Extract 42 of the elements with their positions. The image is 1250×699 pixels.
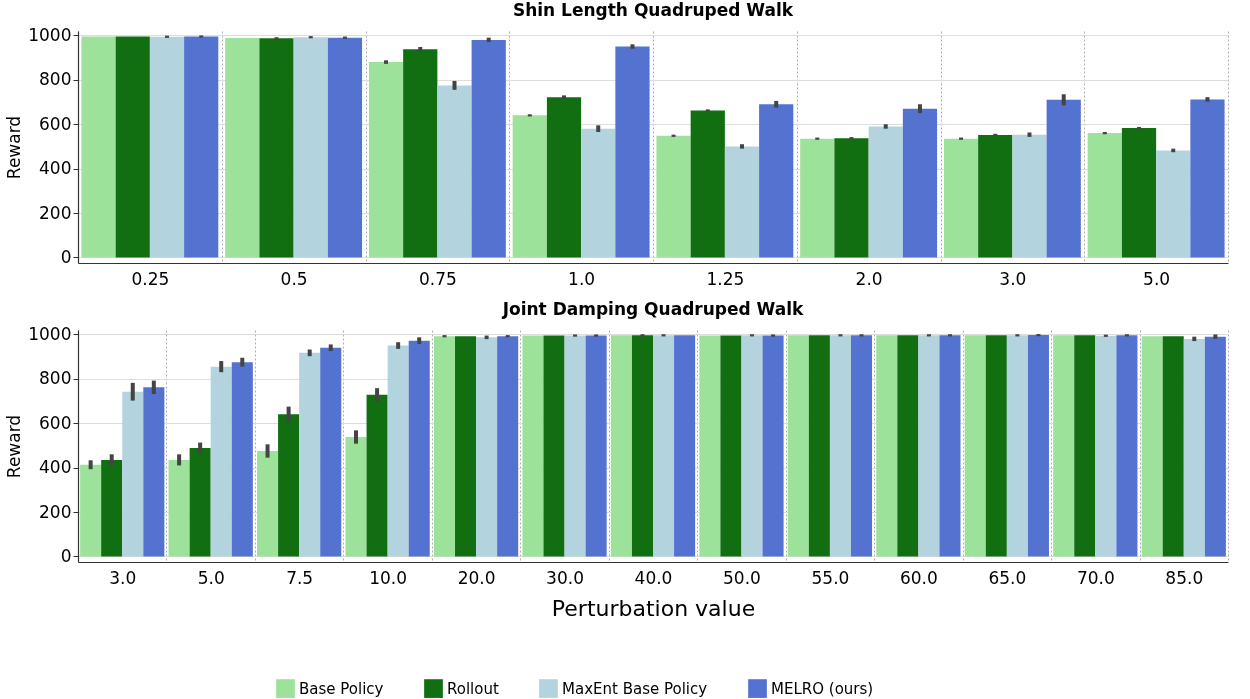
legend-label: MELRO (ours): [771, 679, 874, 698]
x-tick-label: 55.0: [811, 567, 850, 588]
x-tick-label: 40.0: [634, 567, 673, 588]
x-tick-label: 30.0: [546, 567, 584, 588]
x-tick-label: 0.5: [280, 268, 308, 289]
x-tick-label: 50.0: [723, 567, 761, 588]
x-tick-label: 5.0: [197, 567, 225, 588]
x-tick-label: 2.0: [855, 268, 883, 289]
x-tick-label: 3.0: [999, 268, 1027, 289]
y-axis-title: Reward: [4, 414, 25, 479]
y-tick-label: 0: [60, 246, 72, 267]
y-tick-label: 400: [39, 457, 72, 478]
legend-label: Rollout: [447, 679, 499, 698]
y-axis-title: Reward: [4, 115, 25, 180]
x-tick-label: 70.0: [1076, 567, 1115, 588]
y-tick-label: 800: [39, 368, 72, 389]
y-tick-label: 200: [39, 202, 72, 223]
x-axis-title: Perturbation value: [551, 595, 756, 621]
x-tick-label: 60.0: [899, 567, 938, 588]
legend-label: MaxEnt Base Policy: [562, 679, 708, 698]
y-tick-label: 600: [39, 113, 72, 134]
x-tick-label: 7.5: [286, 567, 314, 588]
y-tick-label: 1000: [28, 323, 72, 344]
x-tick-label: 65.0: [988, 567, 1027, 588]
x-tick-label: 1.25: [706, 268, 745, 289]
y-tick-label: 800: [39, 69, 72, 90]
x-tick-label: 10.0: [369, 567, 408, 588]
x-tick-label: 1.0: [568, 268, 596, 289]
x-tick-label: 5.0: [1143, 268, 1171, 289]
x-tick-label: 0.75: [418, 268, 457, 289]
y-tick-label: 400: [39, 158, 72, 179]
chart-title: Shin Length Quadruped Walk: [512, 0, 794, 21]
x-tick-label: 3.0: [109, 567, 137, 588]
chart-title: Joint Damping Quadruped Walk: [501, 299, 805, 320]
x-tick-label: 85.0: [1165, 567, 1204, 588]
legend-label: Base Policy: [299, 679, 384, 698]
x-tick-label: 0.25: [131, 268, 170, 289]
y-tick-label: 600: [39, 412, 72, 433]
y-tick-label: 0: [60, 545, 72, 566]
y-tick-label: 200: [39, 501, 72, 522]
x-tick-label: 20.0: [457, 567, 496, 588]
y-tick-label: 1000: [28, 24, 72, 45]
